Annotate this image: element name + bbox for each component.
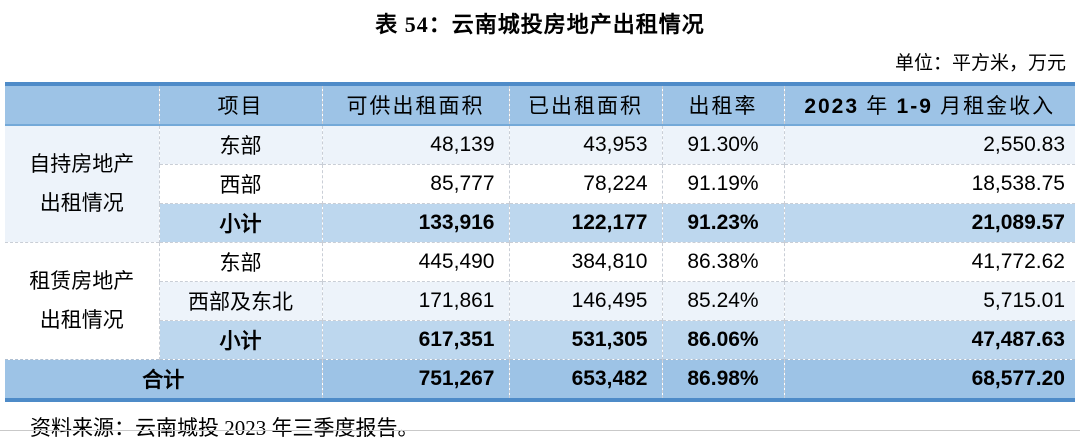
header-occupancy-rate: 出租率 (661, 84, 784, 126)
cell-item: 东部 (158, 125, 322, 165)
cell-available: 171,861 (321, 281, 509, 321)
cell-item: 小计 (158, 203, 322, 243)
cell-income: 5,715.01 (783, 281, 1075, 321)
header-year: 2023 (804, 95, 860, 118)
cell-rented: 122,177 (508, 203, 662, 243)
table-row: 租赁房地产出租情况 东部 445,490 384,810 86.38% 41,7… (5, 242, 1075, 360)
cell-rented: 43,953 (508, 125, 662, 165)
cell-rented: 78,224 (508, 164, 662, 204)
header-income-suffix: 月租金收入 (932, 94, 1056, 118)
cell-item: 西部及东北 (158, 281, 322, 321)
cell-rate: 91.19% (661, 164, 784, 204)
cell-income: 41,772.62 (783, 242, 1075, 282)
cell-rented: 531,305 (508, 320, 662, 360)
page: { "title": "表 54：云南城投房地产出租情况", "unit_not… (0, 12, 1080, 440)
header-group (5, 84, 159, 126)
cell-rate: 86.98% (661, 359, 784, 400)
cell-rented: 146,495 (508, 281, 662, 321)
cell-item: 东部 (158, 242, 322, 282)
unit-note: 单位：平方米，万元 (894, 53, 1066, 74)
cell-item: 小计 (158, 320, 322, 360)
cell-rented: 384,810 (508, 242, 662, 282)
subtotal-row: 小计 617,351 531,305 86.06% 47,487.63 (5, 320, 1075, 360)
total-row: 合计 751,267 653,482 86.98% 68,577.20 (5, 359, 1075, 400)
cell-income: 47,487.63 (783, 320, 1075, 360)
table-row: 自持房地产出租情况 东部 48,139 43,953 91.30% 2,550.… (5, 125, 1075, 243)
cell-available: 85,777 (321, 164, 509, 204)
cell-rate: 86.06% (661, 320, 784, 360)
cell-income: 68,577.20 (783, 359, 1075, 400)
cell-available: 48,139 (321, 125, 509, 165)
header-month-range: 1-9 (896, 95, 933, 118)
rental-table: 项目 可供出租面积 已出租面积 出租率 2023 年 1-9 月租金收入 自持房… (5, 82, 1075, 402)
cell-total-label: 合计 (5, 359, 322, 400)
cell-income: 18,538.75 (783, 164, 1075, 204)
cell-rate: 91.30% (661, 125, 784, 165)
cell-income: 2,550.83 (783, 125, 1075, 165)
header-item: 项目 (158, 84, 322, 126)
header-rent-income: 2023 年 1-9 月租金收入 (783, 84, 1075, 126)
source-note: 资料来源：云南城投 2023 年三季度报告。 (30, 416, 419, 440)
header-year-unit: 年 (859, 94, 897, 118)
cell-rate: 85.24% (661, 281, 784, 321)
table-row: 西部 85,777 78,224 91.19% 18,538.75 (5, 164, 1075, 204)
cell-rented: 653,482 (508, 359, 662, 400)
cell-income: 21,089.57 (783, 203, 1075, 243)
cell-rate: 91.23% (661, 203, 784, 243)
group-label: 租赁房地产出租情况 (29, 269, 135, 332)
page-bottom-divider (0, 430, 1080, 431)
table-title: 表 54：云南城投房地产出租情况 (375, 12, 705, 37)
header-rented-area: 已出租面积 (508, 84, 662, 126)
table-row: 西部及东北 171,861 146,495 85.24% 5,715.01 (5, 281, 1075, 321)
cell-available: 617,351 (321, 320, 509, 360)
header-available-area: 可供出租面积 (321, 84, 509, 126)
cell-available: 751,267 (321, 359, 509, 400)
group-cell-leased: 租赁房地产出租情况 (5, 242, 159, 360)
header-row: 项目 可供出租面积 已出租面积 出租率 2023 年 1-9 月租金收入 (5, 84, 1075, 126)
cell-rate: 86.38% (661, 242, 784, 282)
cell-item: 西部 (158, 164, 322, 204)
group-cell-selfheld: 自持房地产出租情况 (5, 125, 159, 243)
cell-available: 133,916 (321, 203, 509, 243)
subtotal-row: 小计 133,916 122,177 91.23% 21,089.57 (5, 203, 1075, 243)
cell-available: 445,490 (321, 242, 509, 282)
group-label: 自持房地产出租情况 (29, 152, 135, 215)
